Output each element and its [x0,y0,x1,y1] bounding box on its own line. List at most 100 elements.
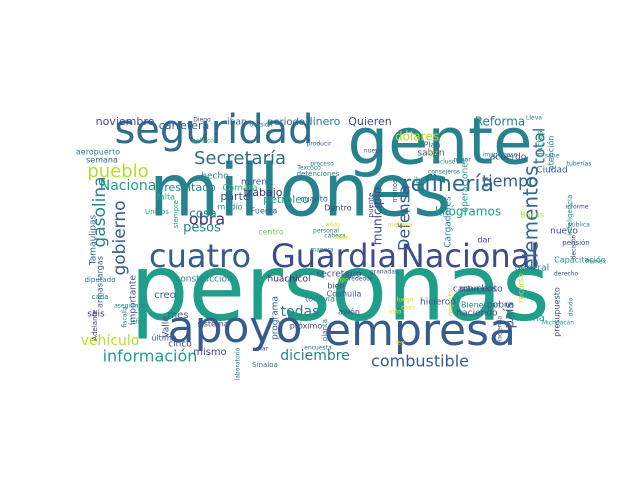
word-cloud-word: fiscalía [122,306,129,327]
word-cloud-word: trabajo [243,186,282,199]
word-cloud-word: Nacional [100,178,161,194]
word-cloud-word: proceso [310,161,334,168]
word-cloud-word: iba [413,177,427,187]
word-cloud-word: Diego [193,117,211,124]
word-cloud-word: personas [130,234,550,341]
word-cloud-word: Reforma [475,115,526,129]
word-cloud-word: construcción [175,274,232,285]
word-cloud-word: armas largas [96,256,105,308]
word-cloud-word: secretario [317,270,362,280]
word-cloud-word: dinero [306,115,341,128]
word-cloud-word: mejor [453,157,471,164]
word-cloud-word: operaciones [461,157,471,212]
word-cloud-word: Ciudad [536,166,567,176]
word-cloud-word: obra [189,210,225,229]
word-cloud-word: toda [334,235,348,242]
word-cloud-word: Marina [511,313,545,324]
word-cloud-word: combustible [371,352,469,371]
word-cloud-word: elementos [519,165,543,270]
word-cloud-word: Hacienda [497,316,504,344]
word-cloud-word: luego [397,297,414,304]
word-cloud-word: Texcoco [296,165,321,172]
word-cloud-word: Bocas [520,211,544,220]
word-cloud-word: país [503,301,518,328]
word-cloud-word: puente [367,193,375,218]
word-cloud-word: niño [389,309,402,316]
word-cloud-word: seis [87,310,105,320]
word-cloud-word: cuatro [149,237,251,275]
word-cloud-word: parte [220,190,250,203]
word-cloud-word: empresa [324,305,516,356]
word-cloud-word: Sinaloa [252,361,278,369]
word-cloud-word: hicieron [420,298,456,308]
word-cloud-word: laboratorio [235,347,242,380]
word-cloud-word: Bienestar [461,301,500,310]
word-cloud-word: municipio [371,187,385,245]
word-cloud-word: siempre [172,200,180,228]
word-cloud-word: recurso [517,273,526,303]
word-cloud-word: dólares [395,130,439,144]
word-cloud-word: petróleo [263,193,309,206]
word-cloud-word: cinco [168,340,192,350]
word-cloud-word: menos [391,179,399,203]
word-cloud-word: vez [426,149,438,157]
word-cloud-word: noviembre [96,115,155,128]
word-cloud-word: manera [310,247,333,254]
word-cloud-word: centro [258,228,284,237]
word-cloud-word: todavía [305,295,335,304]
word-cloud-word: gasolina [90,176,110,247]
word-cloud-word: momento [459,285,503,295]
word-cloud-word: apoyo [168,302,303,353]
word-cloud-word: vehículo [81,333,140,349]
word-cloud-word: mañana [388,222,413,229]
word-cloud-word: total [530,128,549,165]
word-cloud-word: programa [271,296,281,340]
word-cloud-word: cada [92,293,109,301]
word-cloud-word: Nacional [401,237,539,275]
word-cloud-word: Pemex [586,259,607,266]
word-cloud-word: dar [477,236,491,245]
word-cloud-word: cartuchos [453,285,498,295]
word-cloud-word: imaginense [483,152,518,159]
word-cloud-word: dando [568,297,575,316]
word-cloud-word: aeropuerto [76,148,120,157]
word-cloud-word: avión [338,307,360,317]
word-cloud-word: granadas [370,269,398,276]
word-cloud-word: alrededor [344,276,373,283]
word-cloud-word: acuerdo [490,153,527,163]
word-cloud-word: cabeza [324,233,346,240]
word-cloud-word: Coahuila [327,290,362,299]
word-cloud-word: importante [129,275,139,325]
word-cloud-word: planta [321,319,329,341]
word-cloud-word: Secretaría [194,148,286,169]
word-cloud-word: falta [157,193,175,202]
word-cloud-word: resultado [164,181,216,194]
word-cloud-word: Plan [423,141,440,150]
word-cloud-word: haciendo [456,309,498,319]
word-cloud-word: nuevo [550,227,578,237]
word-cloud-word: asegurado [114,303,146,310]
word-cloud-word: derecho [554,271,579,278]
word-cloud-word: información [103,347,198,366]
word-cloud-word: Camara [222,184,257,194]
word-cloud-word: mes [167,310,188,321]
word-cloud-word: atención [546,136,556,171]
word-cloud-word: periodo [267,117,305,128]
word-cloud-word: ductos [536,131,545,158]
word-cloud-word: Michoacán [542,320,574,327]
word-cloud-word: Cargadores [444,196,454,248]
word-cloud-word: pública [568,222,590,229]
word-cloud-word: personal [313,228,339,235]
word-cloud-word: kilógramos [435,205,501,219]
word-cloud-word: producir [307,141,332,148]
word-cloud-word: cosa [189,207,217,221]
word-cloud-word: refinería [402,172,494,197]
word-cloud-word: Unidos [145,208,169,216]
word-cloud-word: huachicol [267,275,310,285]
word-cloud-word: diciembre [280,348,350,364]
word-cloud-word: pensión [562,239,590,247]
word-cloud-word: detenciones [297,170,340,178]
word-cloud-word: Tamaulipas [89,214,99,266]
